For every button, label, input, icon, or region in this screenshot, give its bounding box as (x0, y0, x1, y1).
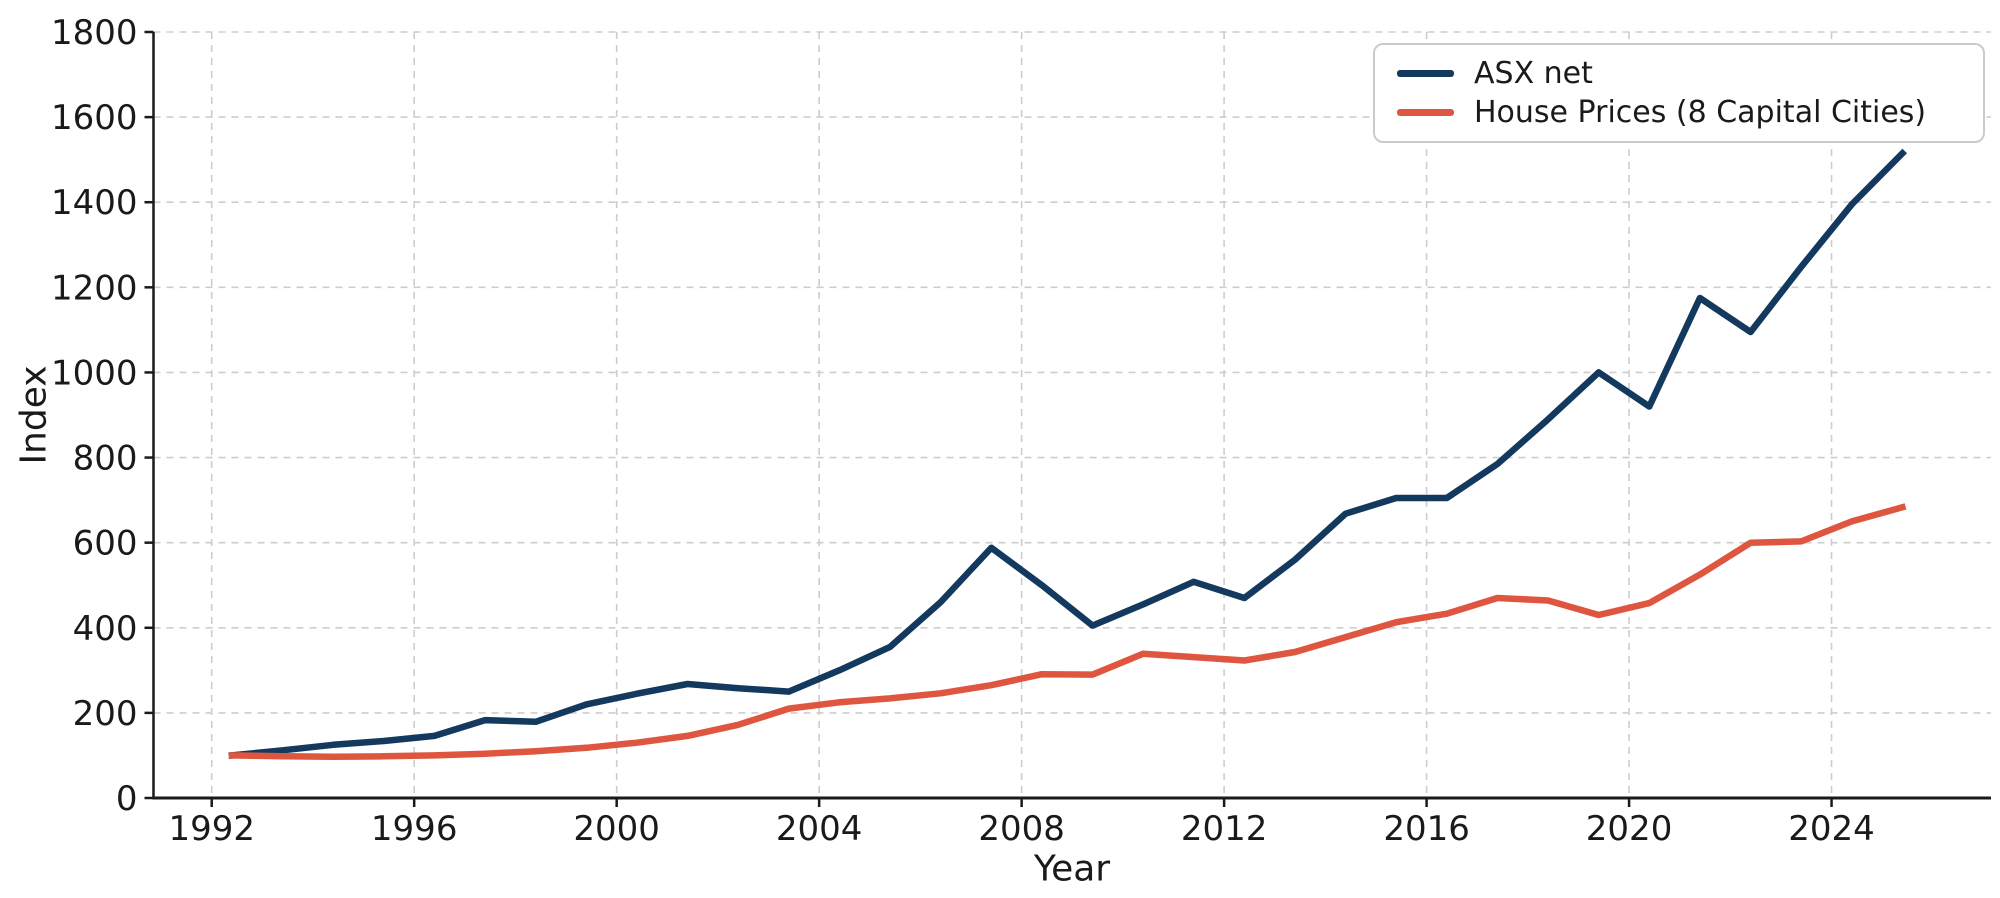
y-tick-label: 1000 (51, 353, 138, 393)
y-tick-label: 800 (73, 439, 138, 479)
asx-net-line-swatch (1397, 69, 1454, 77)
legend-entry-asx-net: ASX net (1397, 56, 1961, 91)
y-tick-label: 1400 (51, 183, 138, 223)
x-tick-label: 2016 (1383, 809, 1470, 849)
x-tick-label: 2012 (1181, 809, 1268, 849)
x-axis-label: Year (1033, 848, 1111, 890)
x-tick-label: 2020 (1586, 809, 1673, 849)
y-axis-label: Index (13, 365, 55, 465)
series-line-asx-net (228, 148, 1907, 759)
x-tick-label: 2024 (1788, 809, 1875, 849)
x-tick-label: 2004 (776, 809, 863, 849)
legend-label-house-prices: House Prices (8 Capital Cities) (1474, 95, 1927, 131)
y-tick-label: 0 (116, 779, 138, 819)
x-axis-ticks: 1992 1996 2000 2004 2008 2012 2016 2020 2024 (168, 798, 1875, 849)
x-tick-label: 1992 (168, 809, 255, 849)
x-tick-label: 2008 (978, 809, 1065, 849)
x-tick-label: 1996 (371, 809, 458, 849)
gridlines (153, 31, 1991, 798)
y-tick-label: 400 (73, 609, 138, 649)
x-tick-label: 2000 (573, 809, 660, 849)
y-tick-label: 600 (73, 524, 138, 564)
axes-spines (152, 32, 1991, 800)
y-tick-label: 1800 (51, 13, 138, 53)
y-tick-label: 1600 (51, 98, 138, 138)
house-prices-line-swatch (1397, 109, 1454, 117)
y-tick-label: 200 (73, 694, 138, 734)
y-tick-label: 1200 (51, 268, 138, 308)
series-line-house-prices-8-capital-cities (228, 503, 1907, 760)
legend: ASX net House Prices (8 Capital Cities) (1373, 43, 1985, 143)
legend-entry-house-prices: House Prices (8 Capital Cities) (1397, 95, 1961, 130)
legend-label-asx-net: ASX net (1474, 55, 1593, 91)
y-axis-ticks: 0 200 400 600 800 1000 1200 1400 1600 1800 (51, 13, 154, 819)
